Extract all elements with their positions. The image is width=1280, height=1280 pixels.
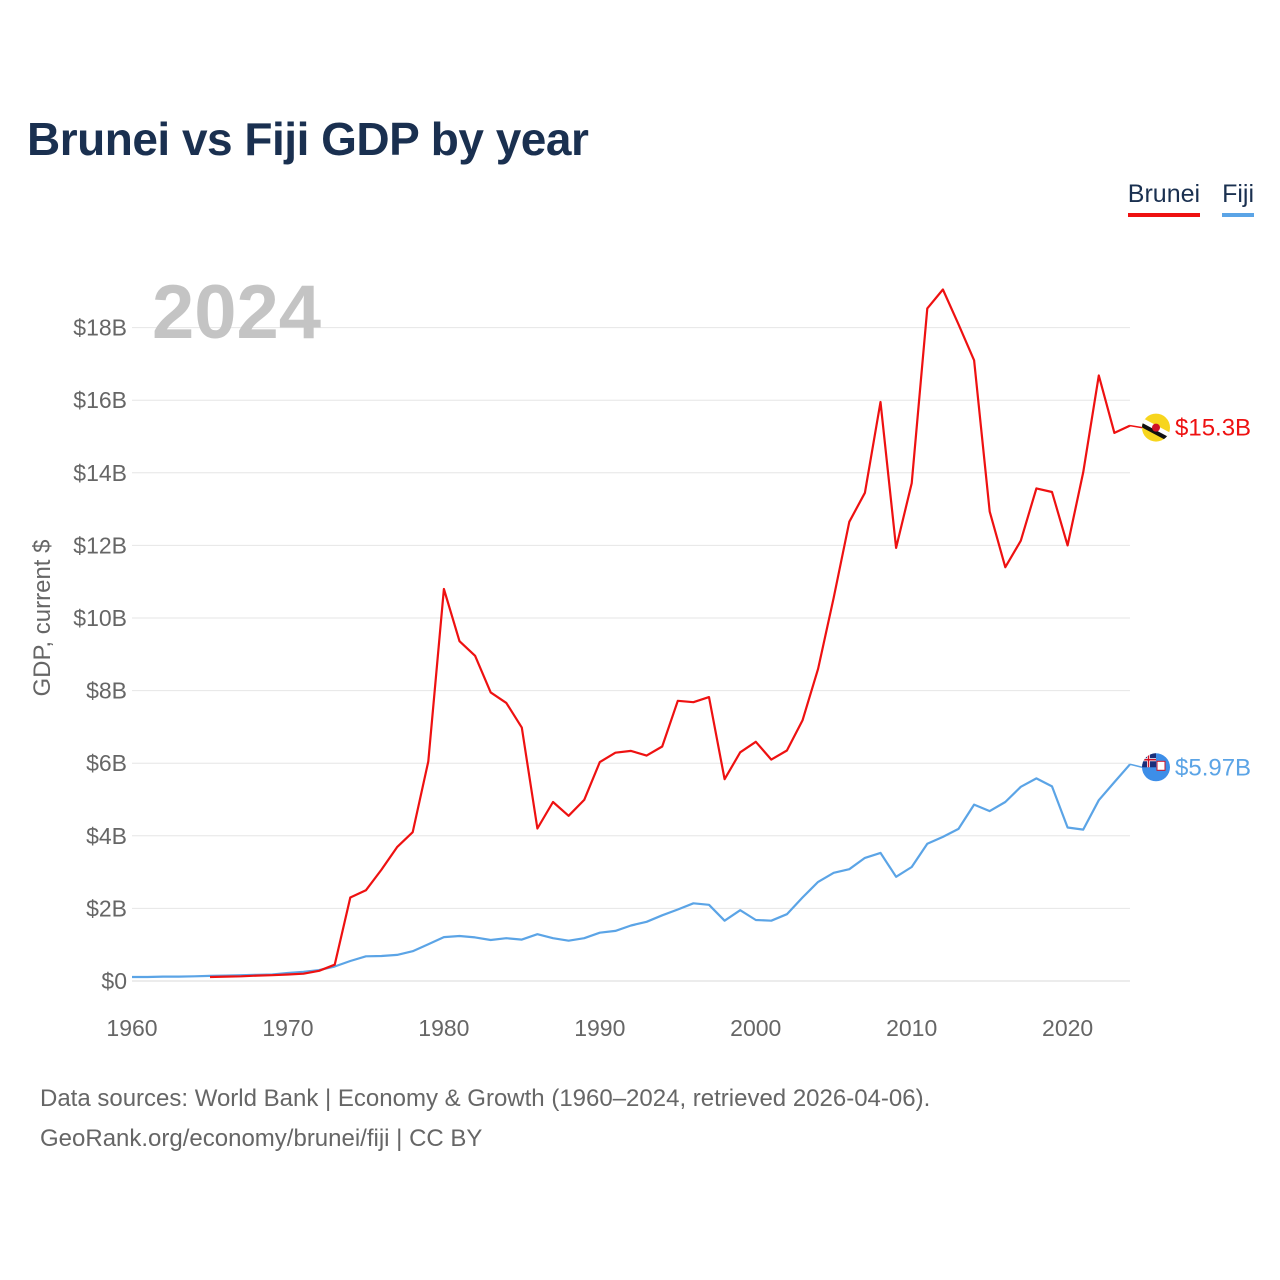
end-connector	[1129, 763, 1143, 769]
y-tick-label: $2B	[86, 895, 127, 921]
series-line-fiji	[132, 763, 1131, 979]
end-value-label-brunei: $15.3B	[1175, 415, 1251, 442]
y-tick-label: $8B	[86, 678, 127, 704]
y-axis-label: GDP, current $	[29, 540, 56, 697]
y-tick-label: $10B	[73, 605, 127, 631]
legend-item-brunei[interactable]: Brunei	[1127, 180, 1201, 217]
y-tick-label: $18B	[73, 315, 127, 341]
x-tick-label: 1980	[418, 1015, 469, 1041]
y-axis-ticks: $0 $2B $4B $6B $8B $10B $12B $14B $16B $18B	[73, 315, 127, 994]
y-tick-label: $0	[101, 968, 127, 994]
x-tick-label: 1960	[106, 1015, 157, 1041]
source-line-2: GeoRank.org/economy/brunei/fiji | CC BY	[40, 1125, 483, 1152]
x-tick-label: 2010	[886, 1015, 937, 1041]
gridlines	[132, 327, 1130, 982]
y-tick-label: $6B	[86, 750, 127, 776]
series-line-brunei	[209, 288, 1131, 979]
y-tick-label: $4B	[86, 823, 127, 849]
x-tick-label: 1970	[262, 1015, 313, 1041]
source-line-1: Data sources: World Bank | Economy & Gro…	[40, 1085, 931, 1112]
legend: Brunei Fiji	[1127, 180, 1254, 217]
year-watermark: 2024	[152, 270, 321, 355]
x-tick-label: 2020	[1042, 1015, 1093, 1041]
x-tick-label: 1990	[574, 1015, 625, 1041]
brunei-flag-icon	[1142, 413, 1170, 442]
y-tick-label: $12B	[73, 532, 127, 558]
fiji-flag-icon	[1142, 753, 1170, 782]
chart: $0$2B$4B$6B$8B$10B$12B$14B$16B$18B 1960 1…	[29, 270, 1251, 1041]
legend-item-fiji[interactable]: Fiji	[1222, 180, 1254, 217]
end-connector	[1129, 424, 1143, 429]
x-axis-ticks: 1960 1970 1980 1990 2000 2010 2020	[106, 1015, 1093, 1041]
x-tick-label: 2000	[730, 1015, 781, 1041]
y-tick-label: $14B	[73, 460, 127, 486]
page-title: Brunei vs Fiji GDP by year	[27, 113, 589, 165]
end-value-label-fiji: $5.97B	[1175, 754, 1251, 781]
y-tick-label: $16B	[73, 387, 127, 413]
